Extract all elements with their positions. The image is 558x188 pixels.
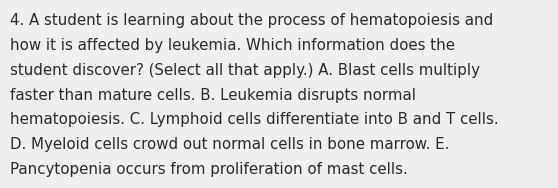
Text: how it is affected by leukemia. Which information does the: how it is affected by leukemia. Which in… <box>10 38 455 53</box>
Text: hematopoiesis. C. Lymphoid cells differentiate into B and T cells.: hematopoiesis. C. Lymphoid cells differe… <box>10 112 499 127</box>
Text: faster than mature cells. B. Leukemia disrupts normal: faster than mature cells. B. Leukemia di… <box>10 88 416 103</box>
Text: Pancytopenia occurs from proliferation of mast cells.: Pancytopenia occurs from proliferation o… <box>10 162 408 177</box>
Text: 4. A student is learning about the process of hematopoiesis and: 4. A student is learning about the proce… <box>10 13 493 28</box>
Text: D. Myeloid cells crowd out normal cells in bone marrow. E.: D. Myeloid cells crowd out normal cells … <box>10 137 449 152</box>
Text: student discover? (Select all that apply.) A. Blast cells multiply: student discover? (Select all that apply… <box>10 63 480 78</box>
